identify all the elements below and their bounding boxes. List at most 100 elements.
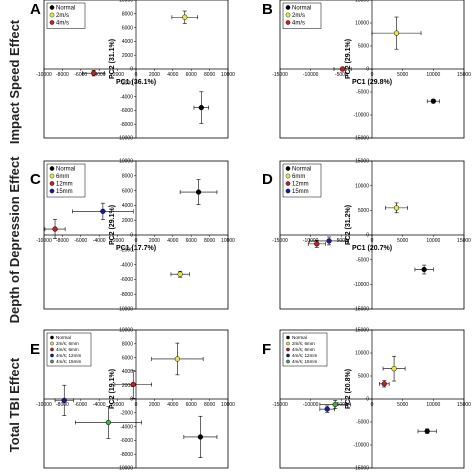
legend-entry: 4m/s; 12mm — [292, 353, 317, 358]
y-tick-label: 5000 — [358, 374, 369, 380]
x-tick-label: 15000 — [457, 238, 471, 244]
x-tick-label: 5000 — [397, 238, 408, 244]
y-tick-label: 5000 — [358, 44, 369, 50]
data-point — [61, 397, 67, 404]
legend-marker — [285, 188, 291, 194]
legend-marker — [286, 335, 290, 340]
x-tick-label: -2000 — [111, 402, 124, 408]
series-4m-s — [82, 70, 106, 77]
row-label-impact-speed: Impact Speed Effect — [7, 19, 22, 144]
y-tick-label: -4000 — [120, 262, 133, 268]
y-tick-label: 10000 — [355, 183, 369, 189]
x-axis-title: PC1 (17.7%) — [116, 245, 156, 252]
y-axis-title: PC2 (31.1%) — [109, 39, 116, 79]
series-4m-s-15mm — [319, 400, 351, 409]
y-tick-label: 6000 — [122, 25, 133, 31]
legend-entry: 15mm — [56, 189, 73, 195]
legend-entry: 6mm — [292, 174, 305, 180]
y-tick-label: 6000 — [122, 188, 133, 194]
x-tick-label: -10000 — [36, 402, 52, 408]
x-tick-label: 2000 — [149, 238, 160, 244]
legend-entry: 15mm — [292, 189, 309, 195]
y-tick-label: -5000 — [356, 90, 369, 96]
x-tick-label: -6000 — [74, 402, 87, 408]
legend-entry: 4m/s — [292, 21, 305, 27]
legend-entry: 4m/s; 6mm — [292, 347, 315, 352]
y-tick-label: 8000 — [122, 12, 133, 18]
data-point — [177, 271, 183, 277]
y-tick-label: -15000 — [353, 136, 369, 142]
row-label-total-tbi: Total TBI Effect — [7, 357, 22, 452]
x-tick-label: -15000 — [272, 238, 288, 244]
y-tick-label: -5000 — [356, 257, 369, 263]
y-tick-label: -2000 — [120, 248, 133, 254]
data-point — [182, 14, 188, 20]
y-tick-label: 2000 — [122, 218, 133, 224]
legend-marker — [49, 173, 55, 179]
series-4m-s-6mm — [379, 380, 390, 388]
legend-box — [46, 332, 92, 367]
x-tick-label: -10000 — [303, 402, 319, 408]
series-12mm — [44, 219, 66, 239]
x-tick-label: -10000 — [36, 72, 52, 78]
panel-letter: C — [30, 171, 41, 188]
data-point — [339, 66, 346, 72]
y-axis-title: PC2 (29.1%) — [109, 205, 116, 245]
y-tick-label: 15000 — [355, 0, 369, 4]
legend-marker — [49, 5, 55, 10]
data-point — [174, 356, 181, 362]
legend-entry: 4m/s; 12mm — [56, 353, 81, 358]
y-tick-label: 4000 — [122, 369, 133, 375]
data-point — [195, 189, 202, 195]
x-tick-label: -4000 — [93, 402, 106, 408]
y-tick-label: 10000 — [119, 159, 133, 165]
legend-marker — [50, 359, 54, 364]
x-tick-label: 2000 — [149, 402, 160, 408]
y-tick-label: 2000 — [122, 53, 133, 59]
y-tick-label: 10000 — [355, 21, 369, 27]
x-tick-label: 0 — [371, 72, 374, 78]
y-tick-label: -6000 — [120, 277, 133, 283]
y-tick-label: 10000 — [119, 0, 133, 4]
x-tick-label: 8000 — [204, 238, 215, 244]
y-tick-label: 6000 — [122, 355, 133, 361]
y-tick-label: -5000 — [356, 420, 369, 426]
x-tick-label: 0 — [371, 402, 374, 408]
x-tick-label: -8000 — [56, 238, 69, 244]
y-tick-label: 2000 — [122, 383, 133, 389]
y-tick-label: 0 — [130, 397, 133, 403]
x-tick-label: -8000 — [56, 402, 69, 408]
legend-marker — [285, 5, 291, 10]
y-axis-title: PC2 (29.1%) — [345, 39, 352, 79]
data-point — [430, 98, 436, 104]
y-tick-label: 4000 — [122, 39, 133, 45]
x-tick-label: 6000 — [186, 72, 197, 78]
y-tick-label: -15000 — [353, 466, 369, 472]
x-tick-label: 0 — [135, 238, 138, 244]
y-tick-label: 4000 — [122, 203, 133, 209]
y-axis-title: PC2 (19.1%) — [109, 369, 116, 409]
series-6mm — [170, 270, 190, 278]
x-tick-label: 6000 — [186, 402, 197, 408]
y-tick-label: -10000 — [117, 136, 133, 142]
x-tick-label: -4000 — [93, 238, 106, 244]
legend-entry: 6mm — [56, 174, 69, 180]
panel-letter: A — [30, 1, 41, 18]
x-tick-label: 10000 — [426, 72, 440, 78]
legend-entry: 12mm — [292, 182, 309, 188]
series-15mm — [309, 236, 349, 246]
legend-marker — [50, 353, 54, 358]
y-tick-label: 0 — [366, 233, 369, 239]
legend-entry: 4m/s — [56, 21, 69, 27]
series-12mm — [307, 240, 326, 248]
y-tick-label: -10000 — [117, 307, 133, 313]
x-tick-label: -4000 — [93, 72, 106, 78]
data-point — [332, 401, 338, 408]
y-tick-label: -10000 — [353, 113, 369, 119]
